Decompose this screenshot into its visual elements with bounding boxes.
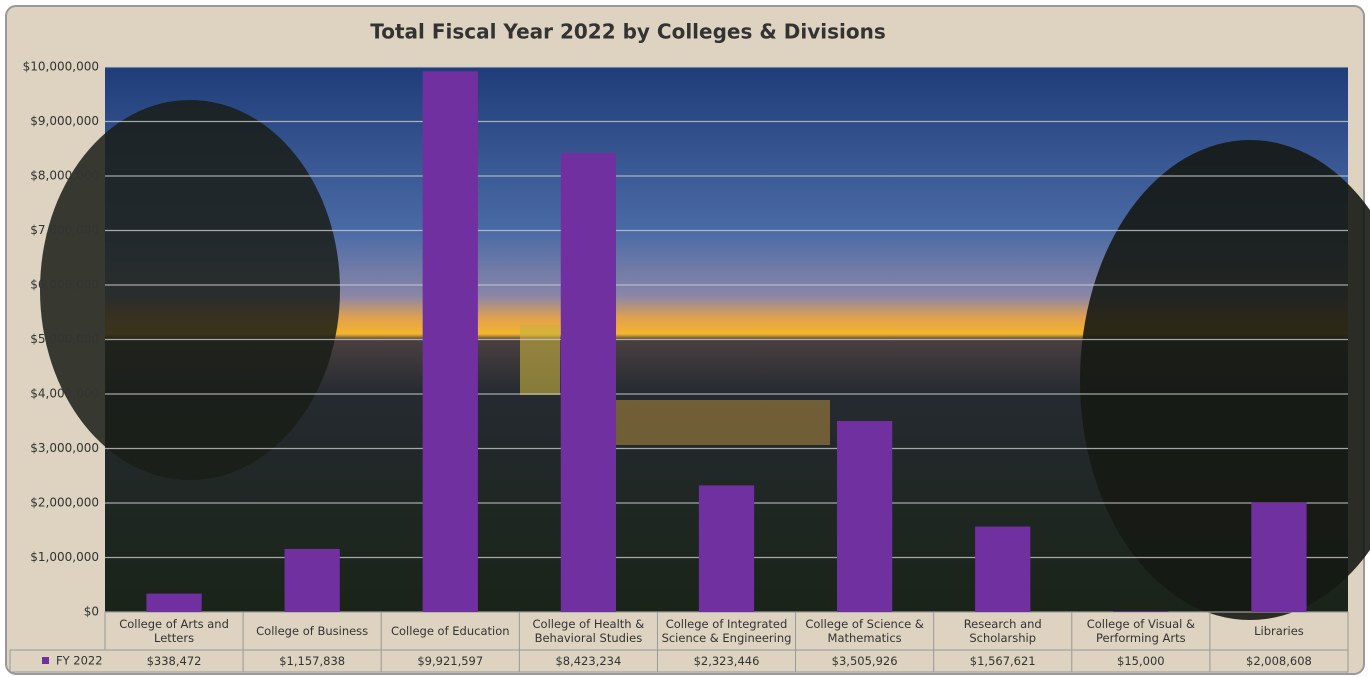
x-tick-label: College of Business — [256, 623, 369, 638]
bar — [975, 526, 1031, 612]
table-value: $2,008,608 — [1246, 653, 1312, 668]
table-value-box: $9,921,597 — [417, 653, 484, 668]
x-tick-label: College of Health & Behavioral Studies — [532, 616, 645, 645]
bar — [836, 420, 893, 612]
table-value: $8,423,234 — [555, 653, 622, 668]
table-value: $2,323,446 — [693, 653, 760, 668]
x-tick-label: College of Visual & Performing Arts — [1086, 616, 1195, 645]
table-value: $15,000 — [1117, 653, 1165, 668]
table-value-box: $1,157,838 — [279, 653, 346, 668]
bar — [1251, 502, 1307, 612]
x-tick-label-box: College of Education — [390, 623, 510, 638]
table-value-box: $2,008,608 — [1246, 653, 1312, 668]
tree-silhouette — [1080, 140, 1370, 620]
chart-title: Total Fiscal Year 2022 by Colleges & Div… — [370, 20, 886, 44]
table-value: $1,157,838 — [279, 653, 346, 668]
y-tick-label: $4,000,000 — [30, 387, 99, 401]
x-tick-label: College of Science & Mathematics — [805, 616, 924, 645]
y-tick-label: $3,000,000 — [30, 441, 99, 455]
bar — [560, 152, 617, 612]
x-tick-label: College of Education — [390, 623, 510, 638]
building — [520, 325, 560, 395]
table-value-box: $8,423,234 — [555, 653, 622, 668]
x-tick-label: Libraries — [1254, 623, 1304, 638]
table-value-box: $3,505,926 — [831, 653, 898, 668]
x-tick-label-box: College of Health & Behavioral Studies — [532, 616, 645, 645]
x-tick-label: College of Integrated Science & Engineer… — [661, 616, 792, 645]
x-tick-label-box: College of Business — [256, 623, 369, 638]
table-value-box: $338,472 — [146, 653, 202, 668]
table-value: $338,472 — [146, 653, 202, 668]
y-tick-label: $7,000,000 — [30, 223, 99, 237]
y-tick-label: $8,000,000 — [30, 169, 99, 183]
x-tick-label: College of Arts and Letters — [119, 616, 229, 645]
y-tick-label: $6,000,000 — [30, 278, 99, 292]
y-tick-label: $10,000,000 — [23, 60, 99, 74]
bar — [1113, 611, 1169, 612]
y-tick-label: $0 — [84, 605, 99, 619]
table-value: $9,921,597 — [417, 653, 484, 668]
legend-label: FY 2022 — [56, 654, 103, 668]
x-tick-label-box: Research and Scholarship — [963, 616, 1042, 645]
tree-silhouette — [40, 100, 340, 480]
x-tick-label-box: Libraries — [1254, 623, 1304, 638]
table-value-box: $2,323,446 — [693, 653, 760, 668]
y-tick-label: $2,000,000 — [30, 496, 99, 510]
y-tick-label: $5,000,000 — [30, 332, 99, 346]
table-value: $1,567,621 — [969, 653, 1036, 668]
x-tick-label-box: College of Integrated Science & Engineer… — [661, 616, 792, 645]
building — [610, 400, 830, 445]
bar — [698, 485, 755, 612]
y-tick-label: $1,000,000 — [30, 550, 99, 564]
bar — [422, 71, 478, 613]
table-value-box: $15,000 — [1117, 653, 1165, 668]
x-tick-label: Research and Scholarship — [963, 616, 1042, 645]
bar — [146, 593, 202, 612]
bar — [284, 548, 340, 612]
x-tick-label-box: College of Visual & Performing Arts — [1086, 616, 1195, 645]
legend-marker — [42, 657, 49, 664]
x-tick-label-box: College of Science & Mathematics — [805, 616, 924, 645]
y-tick-label: $9,000,000 — [30, 114, 99, 128]
x-tick-label-box: College of Arts and Letters — [119, 616, 229, 645]
table-value-box: $1,567,621 — [969, 653, 1036, 668]
table-value: $3,505,926 — [831, 653, 898, 668]
